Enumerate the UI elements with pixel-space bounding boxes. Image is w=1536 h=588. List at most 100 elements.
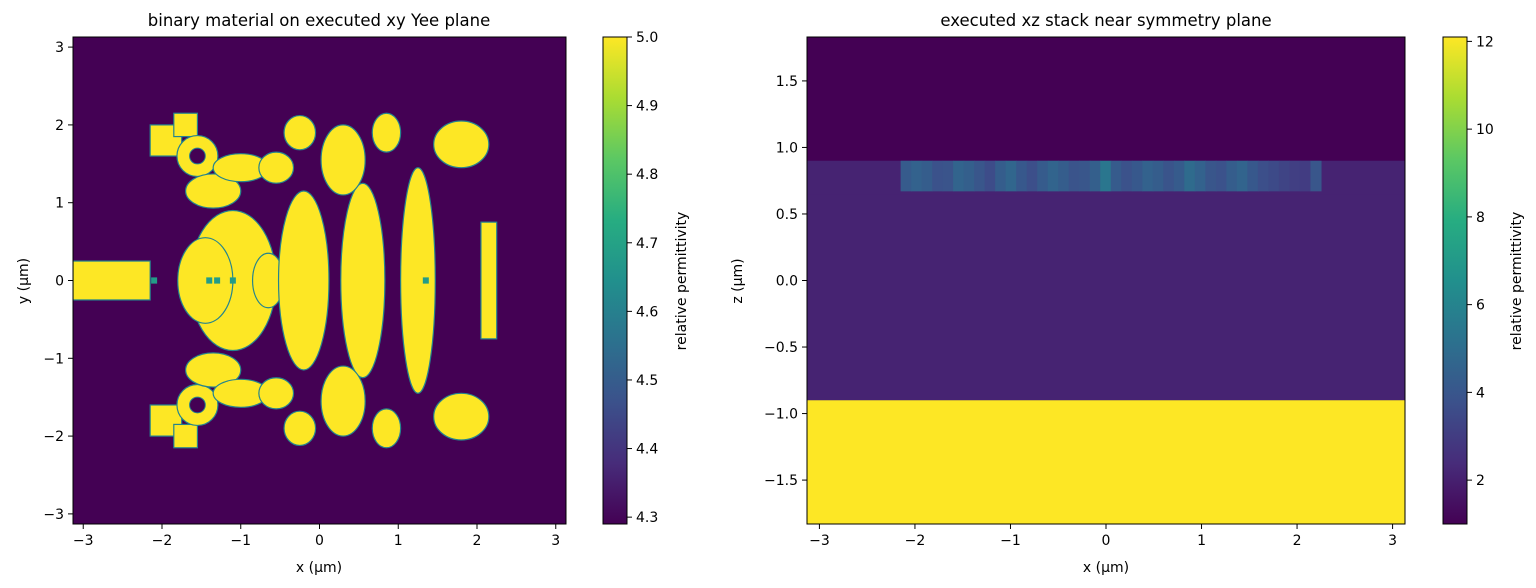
strip-cell [1268,160,1280,192]
colorbar-tick-label: 4.3 [636,510,658,526]
strip-cell [1016,160,1028,192]
x-tick-label: 3 [551,533,560,549]
chart-a-x-label: x (μm) [296,560,342,576]
x-tick-label: −2 [152,533,173,549]
colorbar-tick-label: 4 [1476,385,1485,401]
design-lobe [185,173,242,209]
partial-cell [214,277,221,284]
design-lobe [258,377,295,410]
x-tick-label: −1 [1000,533,1021,549]
strip-cell [1247,160,1259,192]
partial-cell [229,277,236,284]
strip-cell [911,160,923,192]
y-tick-label: 2 [55,118,64,134]
panel-xy: binary material on executed xy Yee plane… [16,11,567,576]
y-tick-label: 0.0 [776,274,798,290]
design-lobe [320,124,366,196]
colorbar-b: 2 4 6 8 10 12 relative permittivity [1442,34,1525,525]
chart-a-plot-area [73,37,566,524]
strip-cell [1058,160,1070,192]
strip-cell [1142,160,1154,192]
x-tick-label: −3 [73,533,94,549]
chart-a-x-ticks: −3 −2 −1 0 1 2 3 [73,524,560,549]
colorbar-b-ticks: 2 4 6 8 10 12 [1467,34,1494,489]
y-tick-label: 0.5 [776,207,798,223]
design-lobe [433,120,490,169]
design-lobe [283,410,317,447]
x-tick-label: −3 [809,533,830,549]
strip-cell [1163,160,1175,192]
design-lobe [371,408,402,449]
design-lobe [433,392,490,441]
x-tick-label: −1 [230,533,251,549]
strip-cell [1068,160,1080,192]
design-block [149,404,183,437]
stack-layer [807,194,1405,401]
input-waveguide [73,260,151,301]
y-tick-label: 1.5 [776,74,798,90]
chart-a-y-ticks: −3 −2 −1 0 1 2 3 [43,40,73,523]
y-tick-label: −1.0 [764,407,798,423]
colorbar-tick-label: 4.8 [636,167,658,183]
design-lobe [340,182,386,379]
strip-cell [942,160,954,192]
strip-cell [1299,160,1312,192]
strip-cell [1047,160,1059,192]
strip-cell [1236,160,1248,192]
boundary-cells [151,277,429,284]
chart-b-y-label: z (μm) [730,258,746,303]
strip-cell [1184,160,1196,192]
strip-cell [1257,160,1269,192]
colorbar-b-gradient [1442,36,1468,525]
strip-cell [1121,160,1133,192]
x-tick-label: 0 [1102,533,1111,549]
x-tick-label: 2 [473,533,482,549]
strip-cell [1100,160,1112,192]
x-tick-label: 3 [1388,533,1397,549]
y-tick-label: −2 [43,429,64,445]
design-lobe [371,112,402,153]
partial-cell [151,277,158,284]
strip-cell [1131,160,1143,192]
chart-a-title: binary material on executed xy Yee plane [148,11,490,30]
chart-b-x-ticks: −3 −2 −1 0 1 2 3 [809,524,1397,549]
strip-cell [1005,160,1017,192]
colorbar-tick-label: 4.6 [636,304,658,320]
design-block [173,112,199,138]
stack-layer [807,400,1405,524]
colorbar-tick-label: 6 [1476,298,1485,314]
colorbar-tick-label: 10 [1476,122,1494,138]
design-ring-hole [189,396,206,414]
colorbar-tick-label: 4.4 [636,442,658,458]
design-lobe [283,114,317,151]
chart-b-title: executed xz stack near symmetry plane [940,11,1271,30]
stack-layer [807,37,1405,162]
colorbar-tick-label: 4.7 [636,236,658,252]
partial-cell [206,277,213,284]
strip-cell [974,160,986,192]
strip-cell [1037,160,1049,192]
strip-cell [1215,160,1227,192]
strip-cell [1079,160,1091,192]
y-tick-label: 1 [55,196,64,212]
design-lobe [320,365,366,437]
y-tick-label: −1 [43,351,64,367]
colorbar-tick-label: 12 [1476,34,1494,50]
design-material [73,112,498,449]
strip-cell [995,160,1007,192]
design-strip [900,160,1322,192]
strip-cell [953,160,965,192]
colorbar-tick-label: 5.0 [636,30,658,46]
strip-cell [1310,160,1322,192]
colorbar-a-label: relative permittivity [674,212,690,351]
colorbar-a-ticks: 4.3 4.4 4.5 4.6 4.7 4.8 4.9 5.0 [627,30,658,526]
y-tick-label: −1.5 [764,473,798,489]
strip-cell [1194,160,1206,192]
colorbar-a-gradient [602,36,628,525]
design-lobe [277,190,330,371]
strip-cell [1278,160,1291,192]
y-tick-label: 0 [55,274,64,290]
design-ring-hole [189,147,206,165]
strip-cell [984,160,996,192]
